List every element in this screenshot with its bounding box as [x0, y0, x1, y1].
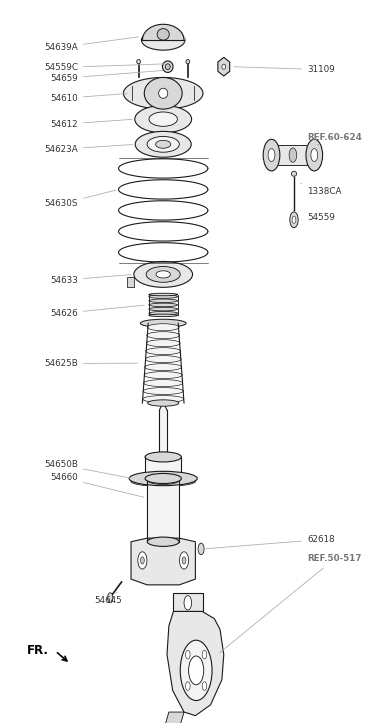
- Polygon shape: [144, 78, 182, 109]
- Ellipse shape: [149, 293, 178, 296]
- Text: 54625B: 54625B: [44, 359, 138, 368]
- Ellipse shape: [141, 30, 185, 50]
- Ellipse shape: [149, 303, 178, 307]
- Circle shape: [180, 552, 188, 569]
- Circle shape: [184, 595, 192, 610]
- Ellipse shape: [147, 475, 179, 485]
- Ellipse shape: [149, 295, 178, 298]
- Text: FR.: FR.: [27, 644, 49, 657]
- Ellipse shape: [144, 371, 182, 379]
- Text: 54639A: 54639A: [44, 37, 139, 52]
- Ellipse shape: [134, 262, 193, 287]
- Ellipse shape: [291, 172, 297, 176]
- Text: 54626: 54626: [50, 305, 144, 318]
- Text: 54660: 54660: [50, 473, 144, 497]
- Polygon shape: [167, 611, 224, 715]
- Text: 54645: 54645: [94, 592, 122, 605]
- Circle shape: [289, 148, 297, 162]
- Ellipse shape: [140, 319, 186, 327]
- Ellipse shape: [159, 88, 168, 98]
- Ellipse shape: [137, 60, 140, 64]
- Ellipse shape: [149, 311, 178, 315]
- Ellipse shape: [129, 471, 197, 486]
- Circle shape: [108, 593, 113, 603]
- Ellipse shape: [145, 356, 181, 363]
- Ellipse shape: [186, 60, 190, 64]
- Text: 54559: 54559: [301, 213, 335, 222]
- Text: 62618: 62618: [206, 535, 335, 549]
- Ellipse shape: [147, 137, 179, 152]
- Ellipse shape: [222, 64, 226, 69]
- Text: 54623A: 54623A: [44, 145, 132, 154]
- Circle shape: [268, 148, 275, 161]
- Text: 54659: 54659: [50, 71, 163, 83]
- Circle shape: [186, 651, 190, 659]
- Circle shape: [292, 216, 296, 223]
- Circle shape: [188, 656, 204, 685]
- Ellipse shape: [147, 332, 180, 339]
- Ellipse shape: [146, 348, 181, 355]
- Ellipse shape: [147, 537, 179, 547]
- Circle shape: [140, 557, 144, 564]
- Ellipse shape: [165, 64, 170, 70]
- Ellipse shape: [157, 28, 169, 40]
- Ellipse shape: [146, 340, 180, 347]
- Ellipse shape: [149, 112, 177, 126]
- Ellipse shape: [145, 473, 182, 483]
- Ellipse shape: [147, 400, 179, 406]
- Polygon shape: [123, 78, 203, 109]
- Ellipse shape: [131, 476, 195, 486]
- Circle shape: [138, 552, 147, 569]
- Ellipse shape: [163, 61, 173, 73]
- Bar: [145, 457, 182, 478]
- Ellipse shape: [156, 270, 170, 278]
- Ellipse shape: [156, 140, 171, 148]
- Circle shape: [263, 140, 280, 171]
- Ellipse shape: [143, 387, 183, 395]
- Circle shape: [202, 651, 207, 659]
- Text: 1338CA: 1338CA: [300, 183, 342, 196]
- Ellipse shape: [149, 314, 178, 316]
- FancyArrowPatch shape: [57, 653, 67, 661]
- Polygon shape: [218, 57, 230, 76]
- Ellipse shape: [149, 299, 178, 302]
- Text: 54559C: 54559C: [44, 63, 163, 72]
- Polygon shape: [173, 593, 203, 611]
- Text: REF.60-624: REF.60-624: [307, 132, 362, 145]
- Text: 54633: 54633: [50, 275, 131, 285]
- Text: 54650B: 54650B: [44, 460, 130, 478]
- Circle shape: [198, 543, 204, 555]
- Circle shape: [180, 640, 212, 701]
- Circle shape: [202, 682, 207, 691]
- Polygon shape: [165, 712, 184, 725]
- Bar: [265, 145, 320, 165]
- Ellipse shape: [146, 267, 180, 282]
- Circle shape: [186, 682, 190, 691]
- Polygon shape: [131, 538, 195, 585]
- Ellipse shape: [135, 105, 192, 133]
- Ellipse shape: [149, 308, 178, 311]
- Circle shape: [182, 557, 186, 564]
- Ellipse shape: [143, 395, 184, 403]
- Text: 54630S: 54630S: [45, 190, 116, 209]
- Bar: [147, 480, 179, 542]
- Polygon shape: [127, 276, 134, 287]
- Text: 54612: 54612: [50, 119, 132, 129]
- Text: 54610: 54610: [50, 94, 127, 103]
- Ellipse shape: [144, 379, 183, 387]
- Ellipse shape: [145, 364, 182, 371]
- Ellipse shape: [147, 324, 179, 331]
- Ellipse shape: [135, 132, 191, 157]
- Circle shape: [306, 140, 323, 171]
- Ellipse shape: [145, 452, 182, 462]
- Circle shape: [311, 148, 318, 161]
- Text: 31109: 31109: [234, 65, 335, 74]
- Circle shape: [290, 212, 298, 228]
- Text: REF.50-517: REF.50-517: [219, 555, 361, 653]
